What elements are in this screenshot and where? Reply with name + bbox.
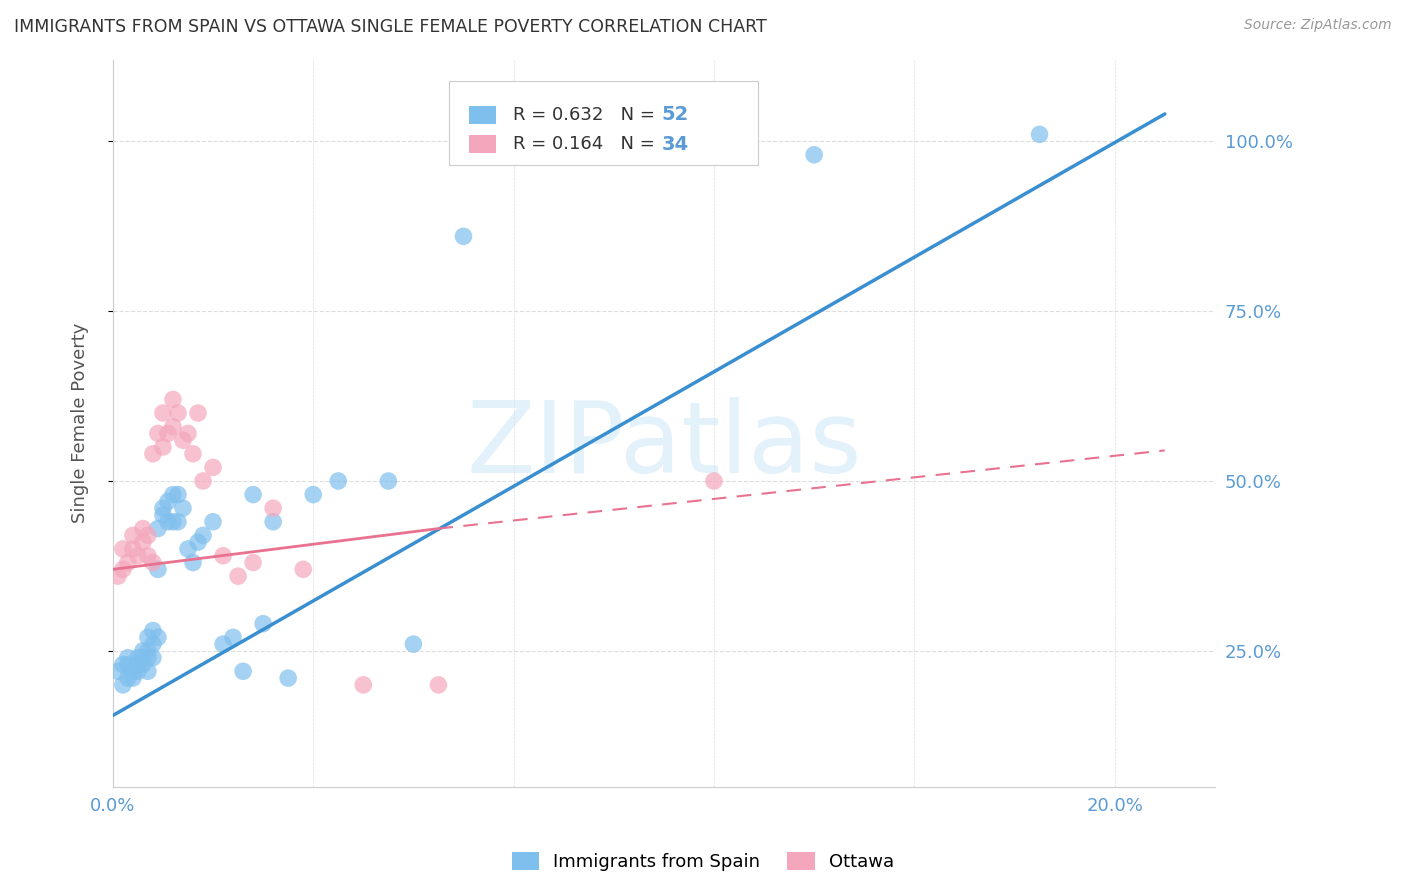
Point [212,549,235,563]
Point [136,528,159,542]
Point [162,487,184,501]
Point [146,522,169,536]
Point [167,487,190,501]
Point [132,657,155,672]
Point [152,501,174,516]
FancyBboxPatch shape [468,135,496,153]
Point [703,474,725,488]
Point [142,624,165,638]
Point [191,528,214,542]
Point [167,515,190,529]
Point [146,426,169,441]
Point [146,630,169,644]
Point [156,515,179,529]
Point [172,501,194,516]
Point [142,637,165,651]
Point [427,678,450,692]
Point [136,630,159,644]
Point [242,556,264,570]
Point [803,147,825,161]
Point [226,569,249,583]
Point [122,528,145,542]
Point [107,665,129,679]
Point [142,556,165,570]
Y-axis label: Single Female Poverty: Single Female Poverty [72,323,89,524]
Point [142,650,165,665]
Point [146,562,169,576]
Point [122,671,145,685]
Point [172,434,194,448]
Point [136,665,159,679]
Point [277,671,299,685]
Point [177,541,200,556]
Point [117,657,139,672]
Text: IMMIGRANTS FROM SPAIN VS OTTAWA SINGLE FEMALE POVERTY CORRELATION CHART: IMMIGRANTS FROM SPAIN VS OTTAWA SINGLE F… [14,18,766,36]
FancyBboxPatch shape [449,81,758,165]
Point [162,392,184,407]
Point [212,637,235,651]
Point [127,650,149,665]
Point [136,549,159,563]
Point [117,671,139,685]
Point [187,535,209,549]
Text: R = 0.632   N =: R = 0.632 N = [513,106,661,124]
Point [302,487,325,501]
Point [122,541,145,556]
Text: R = 0.164   N =: R = 0.164 N = [513,136,661,153]
Point [136,644,159,658]
Point [132,644,155,658]
Point [122,665,145,679]
Point [117,556,139,570]
Point [156,494,179,508]
Point [181,556,204,570]
Text: 34: 34 [662,135,689,153]
Text: 52: 52 [662,105,689,124]
Point [177,426,200,441]
Point [262,515,284,529]
Point [292,562,315,576]
Point [127,665,149,679]
Point [127,657,149,672]
Point [167,406,190,420]
Point [156,426,179,441]
Point [117,650,139,665]
Point [127,549,149,563]
Point [1028,128,1050,142]
Point [187,406,209,420]
Point [111,657,134,672]
Legend: Immigrants from Spain, Ottawa: Immigrants from Spain, Ottawa [505,845,901,879]
Point [152,508,174,522]
Point [132,535,155,549]
Point [222,630,245,644]
Text: Source: ZipAtlas.com: Source: ZipAtlas.com [1244,18,1392,32]
Point [402,637,425,651]
Point [377,474,399,488]
Text: ZIPatlas: ZIPatlas [467,397,862,493]
Point [111,541,134,556]
Point [202,515,225,529]
Point [111,562,134,576]
Point [142,447,165,461]
Point [132,650,155,665]
Point [453,229,475,244]
Point [232,665,254,679]
Point [152,440,174,454]
Point [162,419,184,434]
Point [202,460,225,475]
Point [162,515,184,529]
Point [262,501,284,516]
Point [152,406,174,420]
Point [107,569,129,583]
Point [136,650,159,665]
Point [111,678,134,692]
Point [352,678,374,692]
Point [181,447,204,461]
Point [191,474,214,488]
Point [328,474,350,488]
Point [132,522,155,536]
Point [242,487,264,501]
Point [252,616,274,631]
FancyBboxPatch shape [468,106,496,124]
